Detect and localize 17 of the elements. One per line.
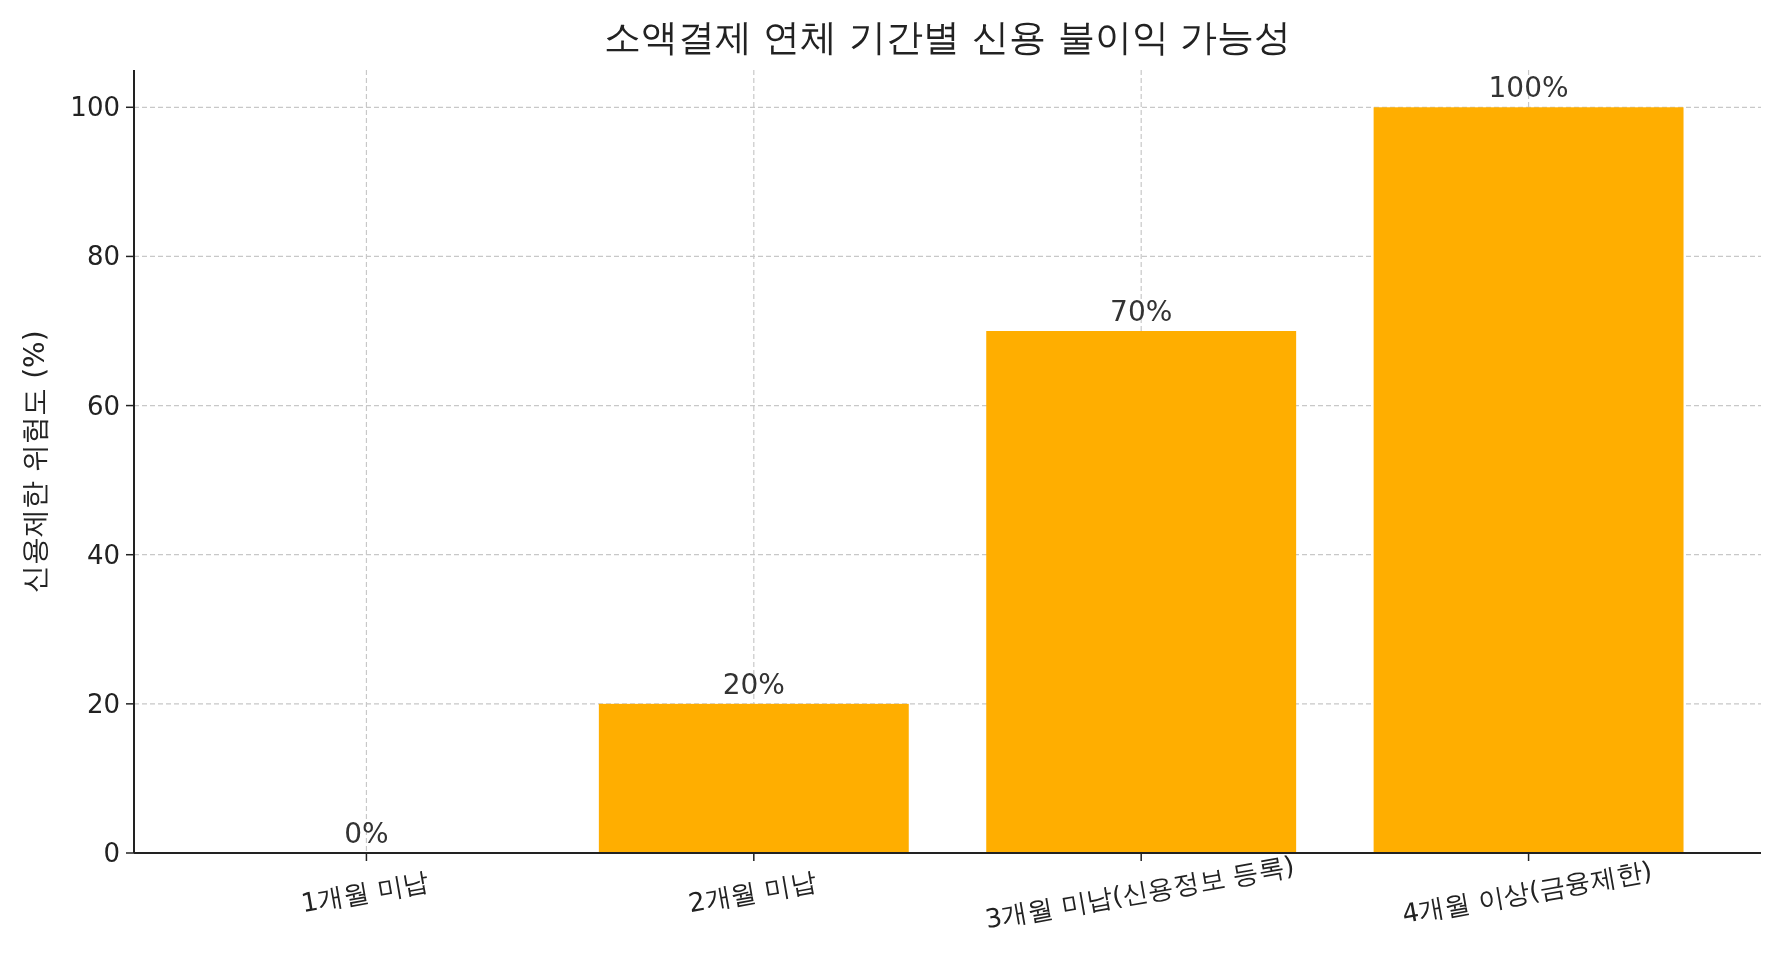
y-tick-label: 0 xyxy=(103,838,120,868)
data-label: 0% xyxy=(344,817,389,850)
y-tick-label: 20 xyxy=(86,688,120,719)
data-label: 20% xyxy=(722,667,785,701)
y-tick-label: 80 xyxy=(86,241,120,272)
x-tick-label: 2개월 미납 xyxy=(686,866,819,919)
y-tick-label: 100 xyxy=(70,92,120,123)
bar xyxy=(986,331,1297,853)
x-tick-label: 1개월 미납 xyxy=(298,866,431,919)
bar xyxy=(1373,107,1684,853)
bar xyxy=(598,703,909,853)
data-label: 70% xyxy=(1110,295,1173,328)
y-tick-label: 40 xyxy=(86,539,120,570)
chart-title: 소액결제 연체 기간별 신용 불이익 가능성 xyxy=(603,16,1292,59)
y-axis-title: 신용제한 위험도 (%) xyxy=(18,330,51,593)
y-tick-label: 60 xyxy=(86,390,120,421)
data-label: 100% xyxy=(1488,71,1569,105)
